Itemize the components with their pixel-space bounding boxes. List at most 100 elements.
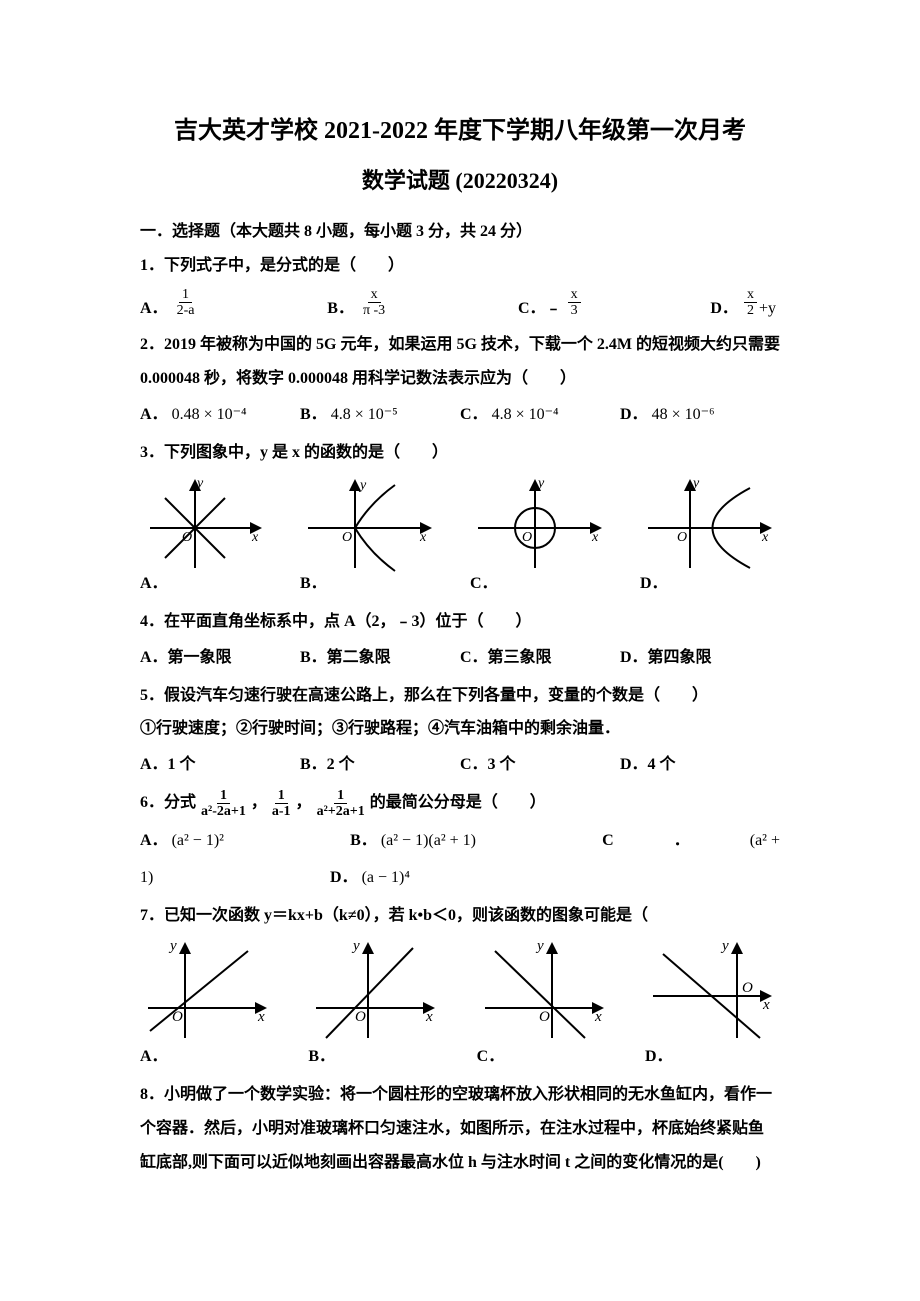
q6-option-b: B． (a² − 1)(a² + 1) <box>350 824 476 858</box>
q6-prefix: 6．分式 <box>140 786 196 820</box>
question-4-options: A．第一象限 B．第二象限 C．第三象限 D．第四象限 <box>140 643 780 667</box>
svg-text:O: O <box>742 980 753 996</box>
question-2: 2．2019 年被称为中国的 5G 元年，如果运用 5G 技术，下载一个 2.4… <box>140 328 780 395</box>
question-4: 4．在平面直角坐标系中，点 A（2，﹣3）位于（ ） <box>140 605 780 639</box>
q8-line2: 个容器．然后，小明对准玻璃杯口匀速注水，如图所示，在注水过程中，杯底始终紧贴鱼 <box>140 1120 764 1137</box>
option-label: A． <box>140 569 168 593</box>
math-expr: (a² − 1)² <box>172 832 224 849</box>
denominator: a²-2a+1 <box>198 804 249 819</box>
graph-cross-icon: y x O <box>140 473 270 573</box>
svg-text:x: x <box>594 1009 602 1025</box>
option-label: D． <box>710 294 738 318</box>
q6-option-c-partial: C ． (a² + <box>602 824 780 858</box>
fraction-icon: x 3 <box>568 287 581 319</box>
q3-option-b: y x O B． <box>300 473 440 593</box>
question-3-graphs: y x O A． y x O B． <box>140 473 780 593</box>
svg-text:y: y <box>691 476 700 491</box>
q2-option-d: D． 48 × 10⁻⁶ <box>620 400 780 424</box>
fraction-icon: x π -3 <box>360 287 388 319</box>
dot: ． <box>674 832 690 849</box>
math-expr: (a² + <box>750 832 780 849</box>
q5-line2: ①行驶速度；②行驶时间；③行驶路程；④汽车油箱中的剩余油量． <box>140 720 620 737</box>
q2-option-c: C． 4.8 × 10⁻⁴ <box>460 400 620 424</box>
option-label: A． <box>140 294 168 318</box>
denominator: 2 <box>744 303 757 318</box>
numerator: 1 <box>217 788 230 804</box>
question-2-options: A． 0.48 × 10⁻⁴ B． 4.8 × 10⁻⁵ C． 4.8 × 10… <box>140 400 780 424</box>
question-6-options-line1: A． (a² − 1)² B． (a² − 1)(a² + 1) C．(a² + <box>140 824 780 858</box>
numerator: x <box>744 287 757 303</box>
svg-text:O: O <box>355 1009 366 1025</box>
question-6-options-line2: 1) D． (a − 1)⁴ <box>140 861 780 895</box>
section-1-heading: 一．选择题（本大题共 8 小题，每小题 3 分，共 24 分） <box>140 217 780 241</box>
q4-option-a: A．第一象限 <box>140 643 300 667</box>
q7-option-d: y x O D． <box>645 936 780 1066</box>
fraction-icon: 1 a²-2a+1 <box>198 788 249 820</box>
svg-text:O: O <box>677 530 687 545</box>
option-label: D． <box>640 569 668 593</box>
svg-text:x: x <box>251 530 259 545</box>
denominator: π -3 <box>360 303 388 318</box>
option-label: C．﹣ <box>518 294 562 318</box>
svg-text:y: y <box>195 476 204 491</box>
q2-line1: 2．2019 年被称为中国的 5G 元年，如果运用 5G 技术，下载一个 2.4… <box>140 336 780 353</box>
question-8: 8．小明做了一个数学实验：将一个圆柱形的空玻璃杯放入形状相同的无水鱼缸内，看作一… <box>140 1078 780 1179</box>
math-expr: 4.8 × 10⁻⁵ <box>331 406 398 423</box>
line-graph-icon: y x O <box>308 936 443 1046</box>
svg-text:x: x <box>762 997 770 1013</box>
svg-text:y: y <box>358 478 367 493</box>
option-label: D． <box>330 869 358 886</box>
math-expr: 0.48 × 10⁻⁴ <box>172 406 247 423</box>
option-label: B． <box>308 1042 335 1066</box>
option-label: C <box>602 832 614 849</box>
option-label: B． <box>300 569 327 593</box>
graph-sideways-parabola-icon: y x O <box>640 473 780 573</box>
q4-option-d: D．第四象限 <box>620 643 780 667</box>
q3-option-d: y x O D． <box>640 473 780 593</box>
denominator: 2-a <box>174 303 198 318</box>
fraction-icon: 1 a²+2a+1 <box>314 788 368 820</box>
option-label: B． <box>300 406 327 423</box>
svg-text:y: y <box>536 476 545 491</box>
page-title: 吉大英才学校 2021-2022 年度下学期八年级第一次月考 <box>140 110 780 145</box>
graph-circle-icon: y x O <box>470 473 610 573</box>
denominator: 3 <box>568 303 581 318</box>
q5-line1: 5．假设汽车匀速行驶在高速公路上，那么在下列各量中，变量的个数是（ ） <box>140 687 708 704</box>
q2-line2: 0.000048 秒，将数字 0.000048 用科学记数法表示应为（ ） <box>140 370 576 387</box>
numerator: x <box>568 287 581 303</box>
q6-suffix: 的最简公分母是（ ） <box>370 786 546 820</box>
option-label: B． <box>327 294 354 318</box>
q7-option-a: y x O A． <box>140 936 275 1066</box>
denominator: a-1 <box>269 804 294 819</box>
option-label: C． <box>470 569 498 593</box>
option-label: D． <box>620 406 648 423</box>
q5-option-d: D．4 个 <box>620 750 780 774</box>
question-7-graphs: y x O A． y x O B． <box>140 936 780 1066</box>
q1-option-a: A． 1 2-a <box>140 287 199 319</box>
math-expr: 4.8 × 10⁻⁴ <box>492 406 559 423</box>
q5-option-a: A．1 个 <box>140 750 300 774</box>
line-graph-icon: y x O <box>477 936 612 1046</box>
fraction-icon: x 2 <box>744 287 757 319</box>
svg-text:y: y <box>168 938 177 954</box>
q1-option-b: B． x π -3 <box>327 287 390 319</box>
option-label: D． <box>645 1042 673 1066</box>
svg-text:x: x <box>761 530 769 545</box>
q7-option-c: y x O C． <box>477 936 612 1066</box>
option-label: B． <box>350 832 377 849</box>
question-1-options: A． 1 2-a B． x π -3 C．﹣ x 3 D． x 2 <box>140 287 780 319</box>
svg-text:x: x <box>591 530 599 545</box>
numerator: x <box>368 287 381 303</box>
graph-branches-icon: y x O <box>300 473 440 573</box>
numerator: 1 <box>275 788 288 804</box>
q8-line3: 缸底部,则下面可以近似地刻画出容器最高水位 h 与注水时间 t 之间的变化情况的… <box>140 1154 761 1171</box>
svg-text:O: O <box>522 530 532 545</box>
fraction-icon: 1 a-1 <box>269 788 294 820</box>
svg-text:y: y <box>535 938 544 954</box>
option-label: A． <box>140 406 168 423</box>
question-5: 5．假设汽车匀速行驶在高速公路上，那么在下列各量中，变量的个数是（ ） ①行驶速… <box>140 679 780 746</box>
q4-option-c: C．第三象限 <box>460 643 620 667</box>
svg-text:x: x <box>425 1009 433 1025</box>
svg-text:O: O <box>539 1009 550 1025</box>
question-3: 3．下列图象中，y 是 x 的函数的是（ ） <box>140 436 780 470</box>
